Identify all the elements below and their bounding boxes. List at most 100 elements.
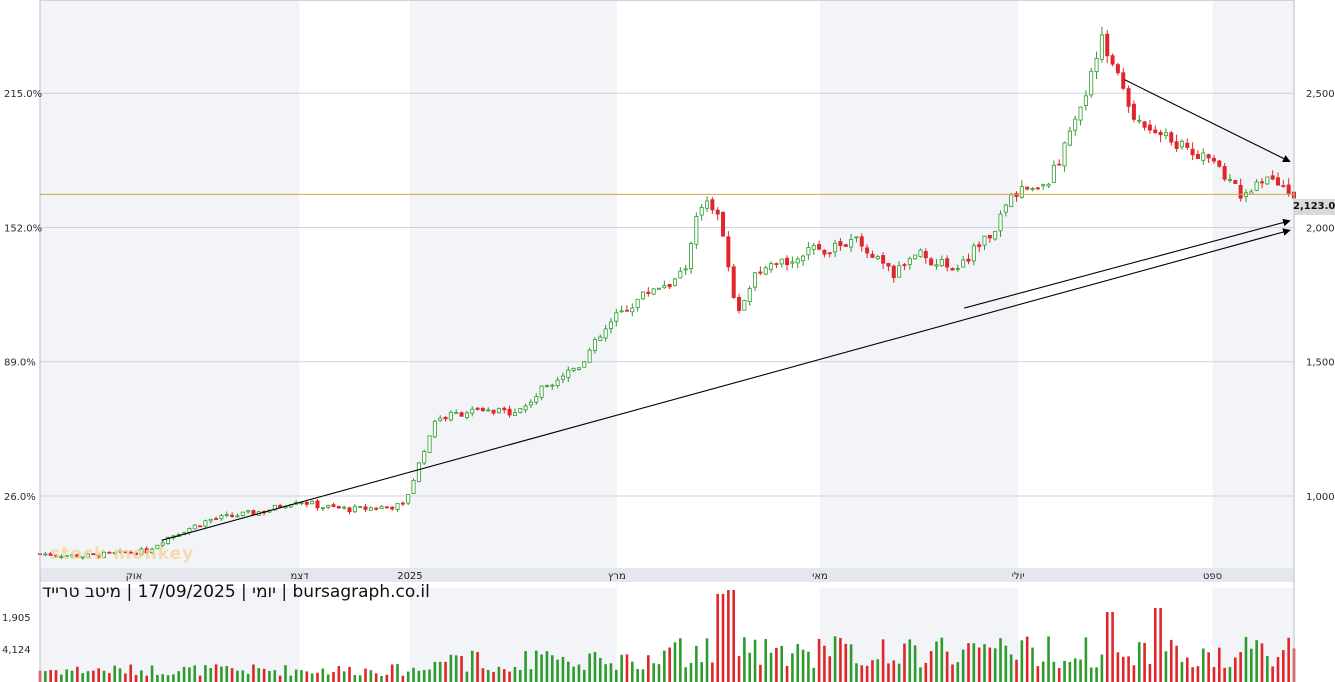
volume-bar — [1041, 661, 1045, 682]
candle-body — [134, 552, 139, 555]
candle-body — [1041, 184, 1046, 187]
volume-bar — [663, 650, 666, 682]
candle-body — [1009, 194, 1014, 208]
volume-bar — [49, 670, 52, 682]
volume-bar — [1260, 643, 1264, 682]
candle-body — [694, 216, 699, 245]
candle-body — [1019, 186, 1024, 198]
candle-body — [1158, 132, 1163, 136]
candle-body — [977, 244, 982, 248]
candle-body — [870, 253, 875, 258]
candle-body — [523, 405, 528, 411]
axis-labels: אוק דצמ 2025 מרץ מאי יולי ספט 1,000 26.0% 1,500 89… — [2, 89, 1335, 656]
volume-bar — [497, 666, 501, 682]
candle-body — [619, 310, 624, 313]
candle-body — [774, 263, 779, 266]
candle-body — [678, 270, 683, 279]
volume-bar — [721, 594, 725, 682]
candle-body — [86, 553, 91, 558]
candle-body — [560, 375, 565, 380]
candle-body — [790, 261, 795, 264]
volume-bar — [908, 639, 912, 682]
volume-bar — [305, 671, 309, 682]
volume-bar — [625, 654, 629, 682]
volume-bar — [743, 637, 746, 682]
candle-body — [230, 514, 235, 517]
candle-body — [566, 369, 571, 378]
volume-bar — [748, 652, 752, 682]
volume-bar — [369, 670, 373, 682]
volume-bar — [470, 650, 474, 682]
volume-bar — [262, 668, 266, 682]
candle-body — [1046, 183, 1051, 187]
volume-bar — [273, 670, 277, 682]
volume-bar — [1153, 608, 1157, 682]
candle-body — [166, 536, 171, 544]
volume-bar — [449, 654, 453, 682]
candle-body — [1073, 118, 1078, 131]
volume-bar — [903, 643, 906, 682]
candle-body — [331, 504, 336, 507]
volume-bar — [204, 665, 207, 682]
candle-body — [470, 408, 475, 414]
candle-body — [246, 510, 251, 513]
month-band — [409, 0, 617, 568]
candle-body — [1286, 184, 1291, 194]
volume-bar — [1234, 657, 1237, 682]
candle-body — [881, 255, 886, 264]
volume-bar — [785, 665, 789, 682]
candle-body — [859, 236, 864, 247]
volume-bar — [1191, 667, 1194, 682]
volume-bar — [140, 670, 143, 682]
trendlines — [161, 79, 1291, 541]
volume-bar — [198, 675, 202, 682]
candle-body — [843, 244, 848, 247]
volume-bar — [1255, 640, 1258, 682]
volume-bar — [1052, 661, 1056, 682]
volume-bar — [182, 666, 186, 682]
candle-body — [662, 285, 667, 289]
candle-body — [502, 407, 507, 411]
volume-bar — [1212, 667, 1216, 682]
candle-body — [150, 548, 155, 553]
volume-bar — [737, 656, 741, 682]
candle-body — [54, 554, 59, 557]
volume-bar — [1121, 656, 1125, 682]
candle-body — [587, 349, 592, 363]
volume-bar — [588, 653, 591, 682]
volume-bar — [534, 650, 538, 682]
volume-bar — [289, 675, 293, 682]
volume-bar — [1127, 656, 1130, 682]
volume-bar — [828, 656, 832, 682]
volume-bar — [801, 649, 805, 682]
candle-body — [630, 307, 635, 313]
candle-body — [608, 321, 613, 330]
volume-bar — [1084, 637, 1088, 682]
candle-body — [1206, 154, 1211, 159]
candle-body — [454, 412, 459, 414]
volume-bar — [1276, 656, 1280, 682]
candle-body — [59, 556, 64, 558]
candle-body — [598, 336, 603, 341]
volume-bar — [695, 645, 698, 682]
candle-body — [763, 267, 768, 275]
candle-body — [934, 264, 939, 267]
candle-body — [683, 268, 688, 271]
volume-bar — [1068, 661, 1072, 682]
volume-bar — [940, 637, 944, 682]
volume-bar — [753, 639, 757, 682]
candle-body — [507, 408, 512, 416]
candle-body — [1051, 164, 1056, 183]
volume-bar — [540, 654, 543, 682]
volume-bar — [1159, 608, 1162, 682]
volume-bar — [92, 670, 95, 682]
volume-bar — [1015, 659, 1018, 682]
volume-bar — [897, 663, 901, 682]
volume-bar — [374, 673, 378, 682]
candle-body — [1083, 95, 1088, 106]
volume-bar — [310, 673, 314, 682]
candle-body — [742, 300, 747, 311]
volume-bar — [86, 671, 90, 682]
volume-bar — [364, 668, 367, 682]
volume-bar — [1105, 612, 1109, 682]
